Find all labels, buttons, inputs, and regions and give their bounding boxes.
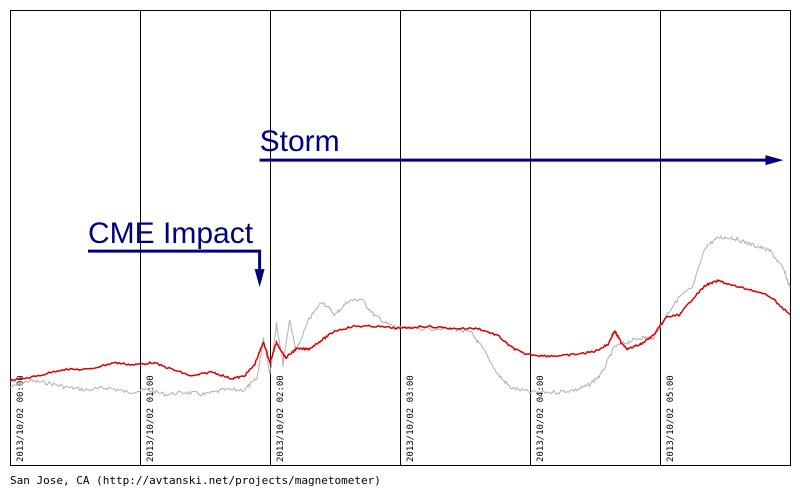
x-tick-label: 2013/10/02 02:00 — [276, 375, 286, 462]
x-tick-label: 2013/10/02 05:00 — [666, 375, 676, 462]
cme-impact-arrow — [88, 249, 262, 270]
gridlines — [140, 10, 661, 465]
series-layer — [9, 235, 791, 398]
cme-impact-arrowhead — [254, 269, 265, 288]
storm-label: Storm — [260, 125, 340, 158]
x-tick-labels: 2013/10/02 00:00 2013/10/02 01:00 2013/10/… — [16, 375, 676, 462]
storm-arrowhead — [765, 155, 784, 166]
x-tick-label: 2013/10/02 01:00 — [146, 375, 156, 462]
x-tick-label: 2013/10/02 03:00 — [406, 375, 416, 462]
x-tick-label: 2013/10/02 00:00 — [16, 375, 26, 462]
annotations: CME Impact Storm — [88, 125, 784, 288]
footer-credit: San Jose, CA (http://avtanski.net/projec… — [10, 474, 381, 487]
x-tick-label: 2013/10/02 04:00 — [536, 375, 546, 462]
series-line-red — [9, 278, 791, 383]
series-line-gray — [9, 235, 791, 398]
magnetometer-chart: 2013/10/02 00:00 2013/10/02 01:00 2013/10/… — [9, 10, 791, 466]
cme-impact-label: CME Impact — [88, 217, 254, 250]
